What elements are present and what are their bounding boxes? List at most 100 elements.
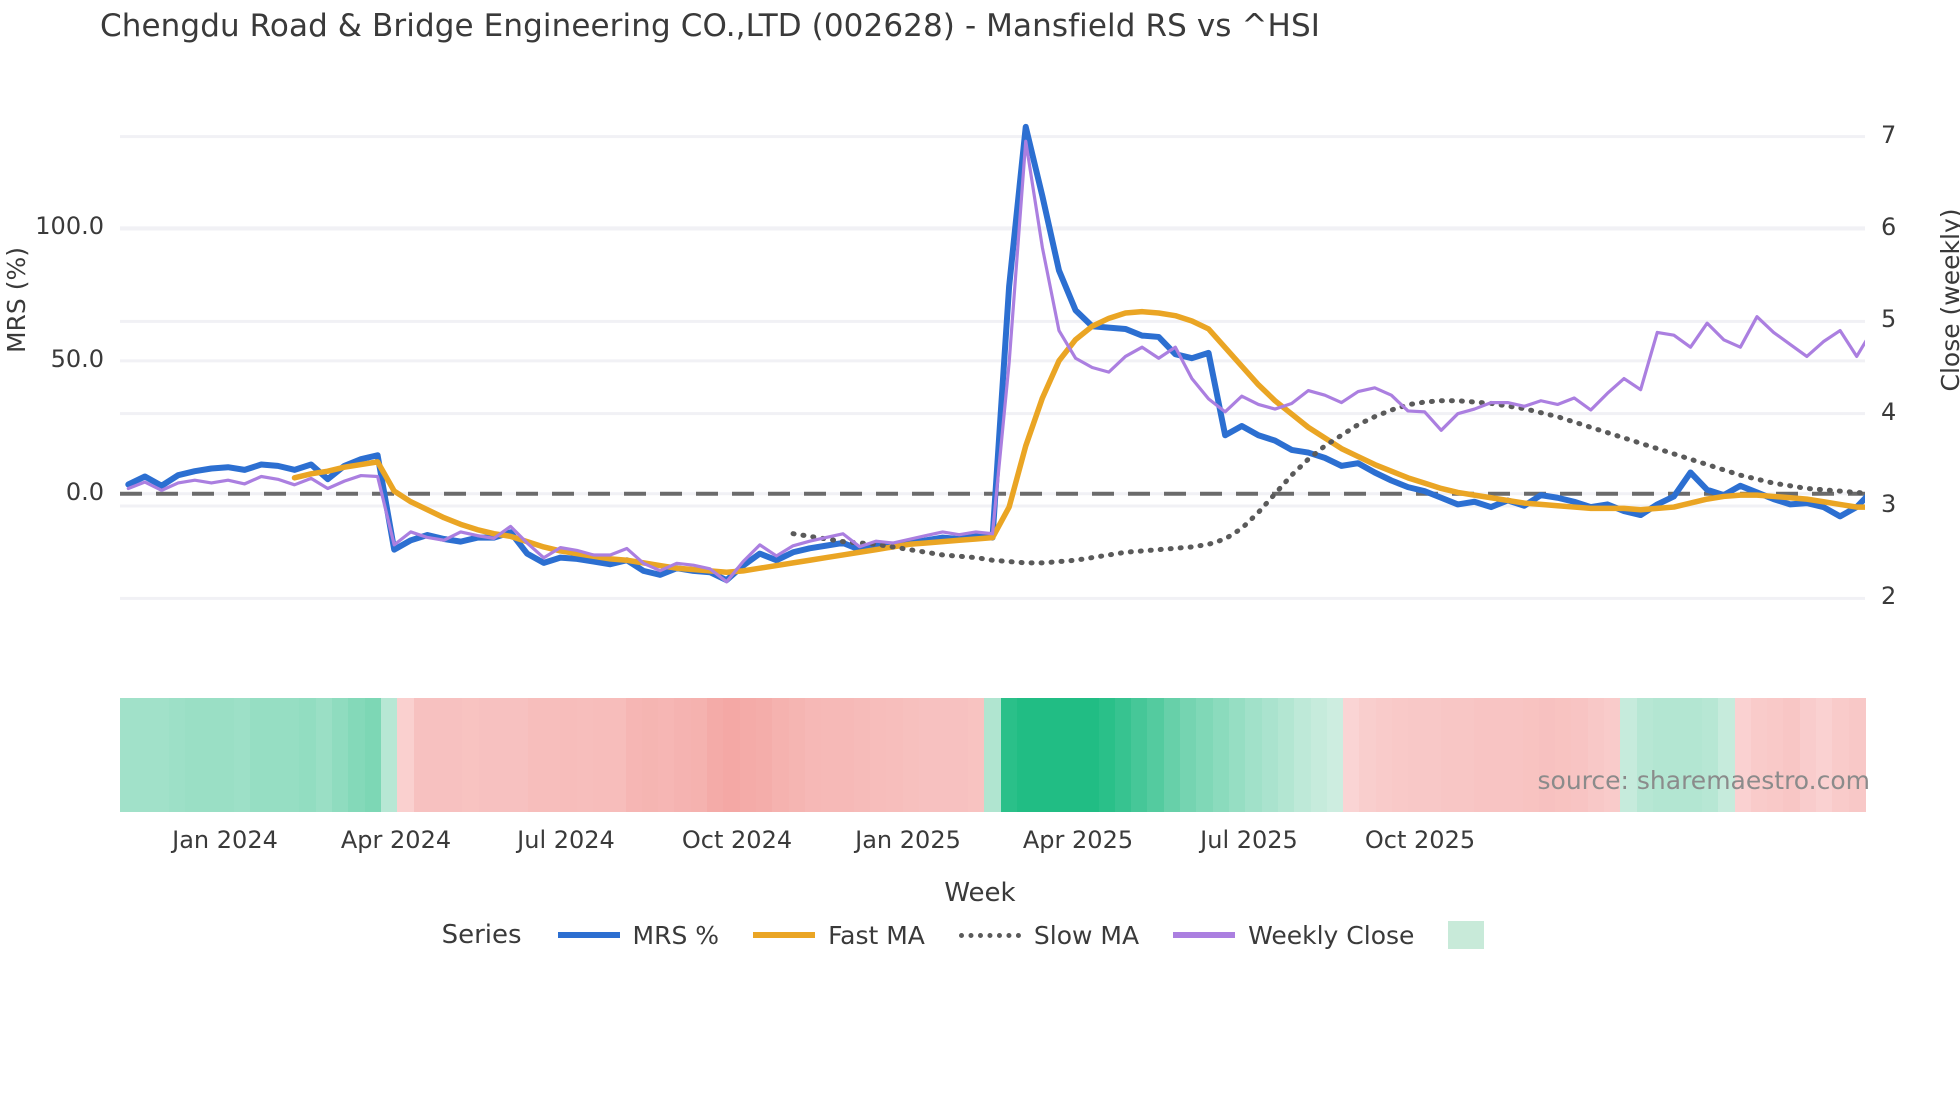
- rs-band-cell: [870, 698, 888, 812]
- x-tick-apr-2024: Apr 2024: [340, 826, 452, 854]
- legend-swatch-dotted-icon: [958, 932, 1021, 938]
- rs-band-cell: [1604, 698, 1622, 812]
- rs-band-cell: [1049, 698, 1067, 812]
- rs-band-cell: [152, 698, 170, 812]
- rs-band-cell: [853, 698, 871, 812]
- rs-band-cell: [625, 698, 643, 812]
- rs-band-cell: [804, 698, 823, 812]
- rs-band-cell: [1359, 698, 1377, 812]
- legend-fast-ma[interactable]: Fast MA: [753, 921, 925, 950]
- y-axis-label-right: Close (weekly): [1936, 208, 1960, 392]
- y-tick-right-5: 5: [1881, 305, 1897, 334]
- rs-band-cell: [1701, 698, 1719, 812]
- rs-band-cell: [332, 698, 350, 812]
- rs-band-cell: [234, 698, 252, 812]
- rs-band-cell: [772, 698, 790, 812]
- rs-band-cell: [136, 698, 154, 812]
- source-note: source: sharemaestro.com: [1537, 766, 1871, 795]
- y-tick-left-100-0: 100.0: [35, 211, 104, 240]
- rs-band-cell: [1652, 698, 1671, 812]
- rs-band-cell: [1473, 698, 1491, 812]
- rs-band-cell: [1082, 698, 1100, 812]
- legend-mrs[interactable]: MRS %: [557, 920, 720, 950]
- y-tick-left-0-0: 0.0: [65, 477, 104, 506]
- rs-band-cell: [1114, 698, 1132, 812]
- x-tick-apr-2025: Apr 2025: [1022, 826, 1134, 854]
- rs-band-cell: [1555, 698, 1573, 812]
- legend-title: Series: [441, 920, 522, 950]
- rs-band-cell: [1440, 698, 1459, 812]
- plot-svg: [120, 123, 1865, 600]
- rs-band-cell: [1816, 698, 1834, 812]
- rs-band-cell: [1457, 698, 1475, 812]
- rs-band-cell: [788, 698, 806, 812]
- rs-band-cell: [658, 698, 676, 812]
- rs-band-cell: [1636, 698, 1654, 812]
- rs-band-cell: [511, 698, 529, 812]
- rs-band-cell: [1571, 698, 1589, 812]
- legend-slow-ma[interactable]: Slow MA: [958, 921, 1139, 950]
- x-tick-jul-2025: Jul 2025: [1200, 826, 1298, 854]
- rs-band-cell: [185, 698, 203, 812]
- rs-band-cell: [935, 698, 953, 812]
- rs-band-cell: [478, 698, 496, 812]
- rs-band-cell: [723, 698, 741, 812]
- rs-band-cell: [1294, 698, 1312, 812]
- rs-band-cell: [1408, 698, 1426, 812]
- rs-band-cell: [739, 698, 757, 812]
- rs-band-cell: [1734, 698, 1752, 812]
- rs-band-cell: [201, 698, 219, 812]
- y-tick-right-3: 3: [1881, 490, 1897, 519]
- rs-band-cell: [902, 698, 920, 812]
- rs-band-cell: [1489, 698, 1507, 812]
- x-axis-label: Week: [944, 878, 1016, 908]
- rs-band-cell: [592, 698, 611, 812]
- x-tick-jan-2024: Jan 2024: [172, 826, 278, 854]
- rs-band-cell: [250, 698, 268, 812]
- plot-area: [120, 95, 1865, 640]
- legend-swatch-line-icon: [557, 932, 620, 938]
- rs-band-cell: [576, 698, 594, 812]
- series-line-mrs: [125, 123, 1865, 584]
- rs-band-cell: [690, 698, 708, 812]
- rs-band-cell: [1065, 698, 1083, 812]
- y-tick-right-4: 4: [1881, 397, 1897, 426]
- y-tick-right-2: 2: [1881, 582, 1897, 611]
- rs-band-cell: [1163, 698, 1181, 812]
- y-tick-right-7: 7: [1881, 120, 1897, 149]
- rs-band-cell: [1131, 698, 1149, 812]
- rs-band-cell: [1180, 698, 1198, 812]
- rs-band-cell: [1245, 698, 1263, 812]
- rs-band-cell: [495, 698, 513, 812]
- rs-band-cell: [886, 698, 904, 812]
- rs-band-cell: [641, 698, 659, 812]
- rs-band-cell: [1799, 698, 1817, 812]
- rs-band-cell: [968, 698, 986, 812]
- x-tick-oct-2025: Oct 2025: [1364, 826, 1476, 854]
- rs-band-cell: [919, 698, 937, 812]
- rs-band-cell: [380, 698, 399, 812]
- rs-band-cell: [283, 698, 301, 812]
- rs-heat-band: [120, 698, 1866, 812]
- rs-band-cell: [1750, 698, 1768, 812]
- rs-band-cell: [299, 698, 317, 812]
- rs-band-cell: [984, 698, 1002, 812]
- legend-weekly-close[interactable]: Weekly Close: [1173, 921, 1414, 950]
- rs-band-cell: [1000, 698, 1018, 812]
- legend-rs-band[interactable]: [1448, 921, 1485, 949]
- rs-band-cell: [1685, 698, 1703, 812]
- legend-item-label: MRS %: [632, 920, 720, 950]
- rs-band-cell: [560, 698, 578, 812]
- rs-band-cell: [168, 698, 187, 812]
- series-line-weekly-close: [126, 139, 1865, 584]
- rs-band-cell: [1277, 698, 1295, 812]
- rs-band-cell: [315, 698, 333, 812]
- rs-band-cell: [1196, 698, 1214, 812]
- rs-band-cell: [1033, 698, 1051, 812]
- x-tick-oct-2024: Oct 2024: [681, 826, 793, 854]
- legend-swatch-line-icon: [1173, 932, 1236, 938]
- rs-band-cell: [1587, 698, 1605, 812]
- rs-band-cell: [1326, 698, 1344, 812]
- rs-band-cell: [1343, 698, 1361, 812]
- rs-band-cell: [609, 698, 627, 812]
